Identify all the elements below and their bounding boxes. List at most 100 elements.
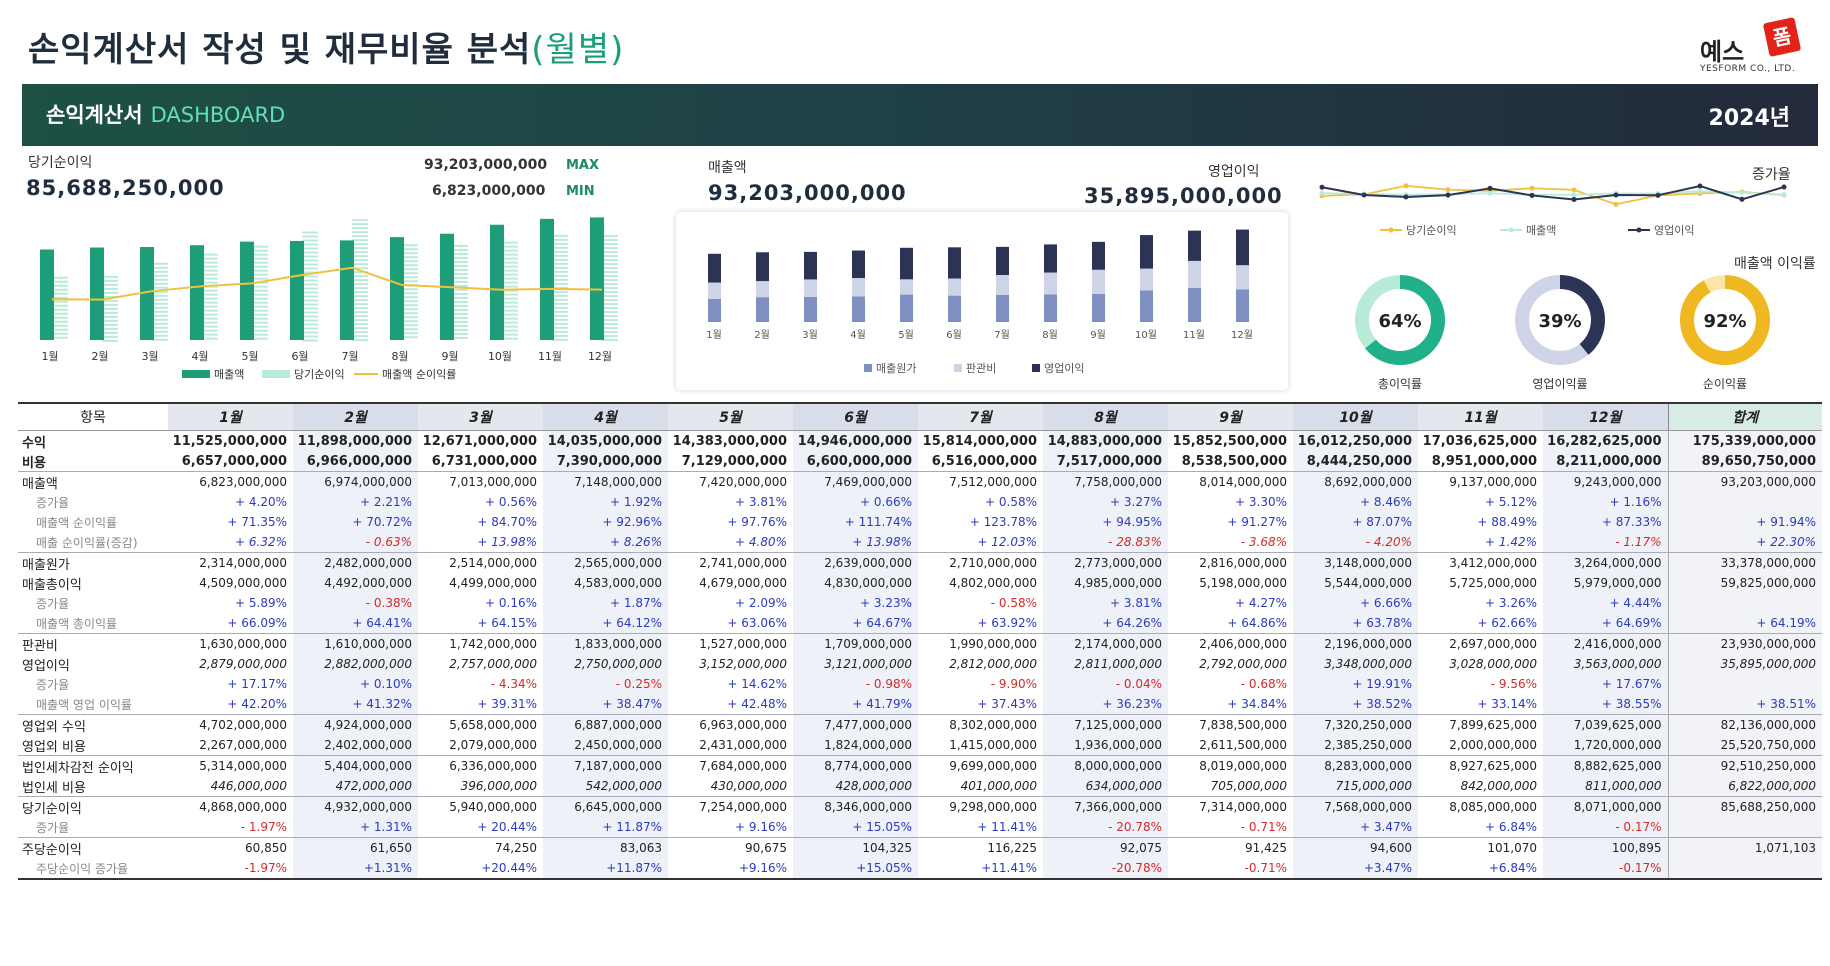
month-cell: + 6.84% [1485, 820, 1537, 834]
sga-bar [1092, 269, 1105, 294]
net-income-stripe [252, 261, 268, 264]
net-income-stripe [152, 262, 168, 265]
month-tick-label: 6월 [946, 329, 962, 341]
sga-bar [1140, 268, 1153, 291]
table-header-row: 항목 1월 2월 3월 4월 5월 6월 7월 8월 9월 10월 11월 12월 합계 [18, 402, 1822, 431]
legend-op-swatch [1032, 364, 1040, 372]
net-income-stripe [552, 238, 568, 241]
net-income-stripe [602, 283, 618, 286]
net-income-stripe [502, 305, 518, 308]
net-income-stripe [452, 252, 468, 255]
month-cell: 2,079,000,000 [449, 738, 537, 752]
net-income-stripe [602, 235, 618, 238]
net-income-stripe [52, 336, 68, 339]
month-cell: 2,882,000,000 [293, 654, 418, 674]
net-income-stripe [452, 288, 468, 291]
net-income-stripe [502, 321, 518, 324]
legend-label: 영업이익 [1654, 224, 1694, 237]
net-income-stripe [152, 290, 168, 293]
month-cell: 4,985,000,000 [1043, 573, 1168, 593]
month-cell: 396,000,000 [460, 779, 537, 793]
net-income-stripe [52, 284, 68, 287]
net-income-stripe [252, 337, 268, 340]
cost-bar [1236, 289, 1249, 322]
net-income-stripe [402, 332, 418, 335]
net-income-stripe [52, 300, 68, 303]
month-cell: 7,129,000,000 [681, 453, 787, 469]
month-cell: 2,741,000,000 [668, 552, 793, 573]
table-header-month: 8월 [1043, 402, 1168, 431]
op-income-bar [852, 250, 865, 279]
net-income-stripe [602, 323, 618, 326]
growth-line [1321, 190, 1785, 196]
table-header-month: 2월 [293, 402, 418, 431]
month-cell: +9.16% [668, 858, 793, 880]
table-row: 매출액 순이익률 + 71.35% + 70.72% + 84.70% + 92.96%… [18, 512, 1822, 532]
month-tick-label: 12월 [588, 350, 612, 363]
table-row: 매출 순이익률(증감) + 6.32% - 0.63% + 13.98% + 8.26%… [18, 532, 1822, 553]
op-income-bar [756, 252, 769, 282]
net-income-stripe [202, 293, 218, 296]
net-income-stripe [352, 247, 368, 250]
row-label: 매출액 순이익률 [36, 515, 118, 530]
month-cell: - 0.98% [793, 674, 918, 694]
net-income-stripe [452, 280, 468, 283]
net-income-stripe [302, 311, 318, 314]
cost-bar [804, 296, 817, 322]
growth-point [1319, 190, 1325, 196]
month-cell: 8,346,000,000 [793, 796, 918, 817]
sales-value: 93,203,000,000 [708, 181, 907, 205]
month-cell: 7,838,500,000 [1168, 714, 1293, 735]
net-income-stripe [102, 287, 118, 290]
table-header-month: 1월 [168, 402, 293, 431]
table-row: 수익 11,525,000,000 11,898,000,000 12,671,000… [18, 430, 1822, 451]
net-income-stripe [452, 268, 468, 271]
table-header-month: 6월 [793, 402, 918, 431]
net-income-stripe [252, 297, 268, 300]
net-income-stripe [102, 279, 118, 282]
net-income-stripe [352, 275, 368, 278]
month-cell: + 14.62% [727, 677, 787, 691]
month-cell: + 123.78% [969, 515, 1037, 529]
growth-point [1403, 194, 1409, 200]
month-cell: + 6.32% [235, 535, 287, 549]
month-cell: 2,565,000,000 [543, 552, 668, 573]
table-row: 주당순이익 60,850 61,650 74,250 83,063 90,675 104,3… [18, 837, 1822, 858]
net-income-stripe [402, 316, 418, 319]
row-label: 증가율 [36, 596, 70, 611]
net-income-label: 당기순이익 [28, 155, 93, 171]
net-income-stripe [102, 295, 118, 298]
month-cell: 1,936,000,000 [1043, 735, 1168, 756]
net-income-stripe [402, 260, 418, 263]
sga-bar [1188, 260, 1201, 288]
table-row: 매출액 6,823,000,000 6,974,000,000 7,013,000,0… [18, 471, 1822, 492]
month-cell: 6,887,000,000 [543, 714, 668, 735]
month-cell: + 66.09% [227, 616, 287, 630]
month-cell: 2,431,000,000 [699, 738, 787, 752]
net-income-stripe [602, 307, 618, 310]
row-label: 영업외 수익 [18, 714, 168, 735]
net-income-stripe [352, 339, 368, 342]
net-income-stripe [602, 271, 618, 274]
month-cell: 14,035,000,000 [543, 430, 668, 451]
month-cell: 15,814,000,000 [922, 433, 1037, 449]
row-label: 매출액 총이익률 [36, 616, 118, 631]
month-cell: 7,320,250,000 [1293, 714, 1418, 735]
net-income-stripe [402, 324, 418, 327]
net-income-stripe [252, 273, 268, 276]
month-cell: + 42.48% [727, 697, 787, 711]
net-income-stripe [152, 302, 168, 305]
row-label: 증가율 [36, 677, 70, 692]
total-cell: 92,510,250,000 [1667, 755, 1822, 776]
month-cell: 1,630,000,000 [168, 633, 293, 654]
net-income-stripe [552, 294, 568, 297]
net-income-stripe [302, 303, 318, 306]
month-cell: - 0.63% [293, 532, 418, 553]
net-income-stripe [352, 295, 368, 298]
net-income-hatch [302, 231, 318, 342]
month-cell: +6.84% [1418, 858, 1543, 880]
month-cell: - 28.83% [1043, 532, 1168, 553]
month-cell: + 4.27% [1235, 596, 1287, 610]
net-income-stripe [552, 270, 568, 273]
table-row: 법인세차감전 순이익 5,314,000,000 5,404,000,000 6,33… [18, 755, 1822, 776]
